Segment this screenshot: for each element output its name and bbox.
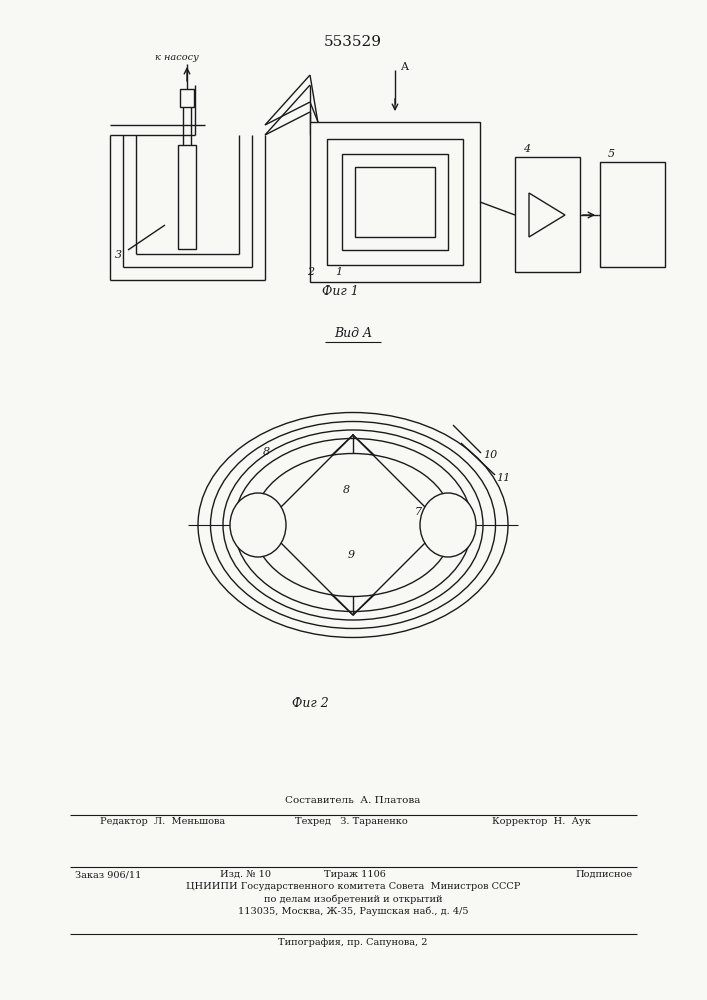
Text: Заказ 906/11: Заказ 906/11 <box>75 870 141 879</box>
Text: 8: 8 <box>343 485 350 495</box>
Ellipse shape <box>420 493 476 557</box>
Text: Подписное: Подписное <box>575 870 632 879</box>
Text: 6: 6 <box>255 500 262 510</box>
Text: 3: 3 <box>115 250 122 260</box>
Text: 9: 9 <box>248 523 255 533</box>
Bar <box>178 145 196 249</box>
Text: 4: 4 <box>523 144 530 154</box>
Bar <box>515 157 580 272</box>
Text: Составитель  А. Платова: Составитель А. Платова <box>286 796 421 805</box>
Text: 10: 10 <box>483 450 497 460</box>
Text: Фиг 2: Фиг 2 <box>291 697 328 710</box>
Bar <box>355 167 435 237</box>
Text: 2: 2 <box>307 267 314 277</box>
Bar <box>310 122 480 282</box>
Text: 8: 8 <box>263 447 270 457</box>
Text: ЦНИИПИ Государственного комитета Совета  Министров СССР: ЦНИИПИ Государственного комитета Совета … <box>186 882 520 891</box>
Text: Фиг 1: Фиг 1 <box>322 285 358 298</box>
Text: Типография, пр. Сапунова, 2: Типография, пр. Сапунова, 2 <box>279 938 428 947</box>
Bar <box>342 154 448 250</box>
Text: 1: 1 <box>335 267 342 277</box>
Text: 5: 5 <box>608 149 615 159</box>
Text: 113035, Москва, Ж-35, Раушская наб., д. 4/5: 113035, Москва, Ж-35, Раушская наб., д. … <box>238 906 468 916</box>
Text: 553529: 553529 <box>324 35 382 49</box>
Bar <box>600 162 665 267</box>
Bar <box>180 89 194 107</box>
Text: Изд. № 10: Изд. № 10 <box>220 870 271 879</box>
Text: Тираж 1106: Тираж 1106 <box>324 870 386 879</box>
Text: 7: 7 <box>415 507 422 517</box>
Ellipse shape <box>230 493 286 557</box>
Text: Техред   З. Тараненко: Техред З. Тараненко <box>295 817 408 826</box>
Text: A: A <box>400 62 408 72</box>
Text: по делам изобретений и открытий: по делам изобретений и открытий <box>264 894 443 904</box>
Bar <box>327 139 463 265</box>
Ellipse shape <box>253 454 453 596</box>
Text: 11: 11 <box>496 473 510 483</box>
Text: Редактор  Л.  Меньшова: Редактор Л. Меньшова <box>100 817 225 826</box>
Text: Корректор  Н.  Аук: Корректор Н. Аук <box>492 817 591 826</box>
Text: к насосу: к насосу <box>155 53 199 62</box>
Text: Вид A: Вид A <box>334 327 372 340</box>
Text: 9: 9 <box>348 550 355 560</box>
